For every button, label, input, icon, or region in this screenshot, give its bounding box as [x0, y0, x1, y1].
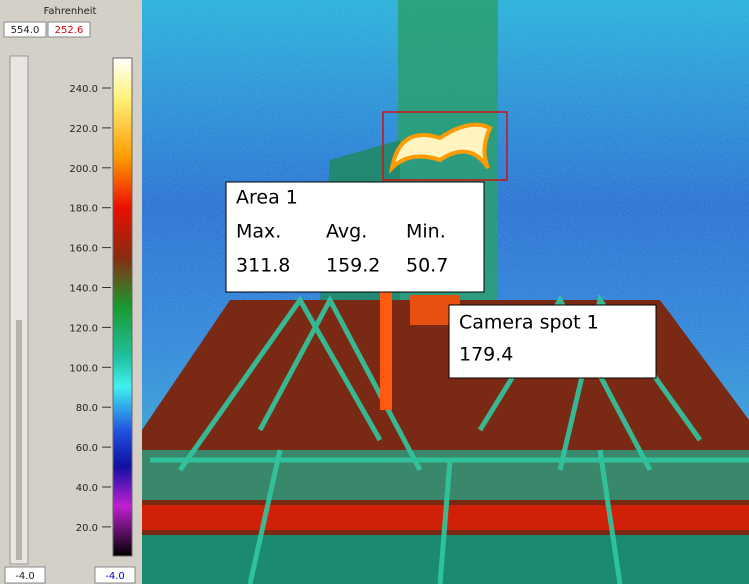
range-slider[interactable]	[9, 55, 29, 565]
current-min[interactable]: -4.0	[105, 571, 125, 582]
min-box	[4, 566, 46, 584]
max-box	[3, 21, 47, 38]
scale-label: 140.0	[69, 284, 98, 295]
area-value: 50.7	[406, 255, 448, 277]
area-label: Area 1	[236, 187, 298, 209]
scale-label: 40.0	[76, 483, 98, 494]
unit-label: Fahrenheit	[44, 6, 97, 17]
min-value: -4.0	[15, 571, 35, 582]
area-value: 159.2	[326, 255, 380, 277]
scale-label: 240.0	[69, 84, 98, 95]
scale-label: 100.0	[69, 363, 98, 374]
scale-label: 220.0	[69, 124, 98, 135]
current-max[interactable]: 252.6	[55, 25, 84, 36]
scale-label: 80.0	[76, 403, 98, 414]
scale-label: 180.0	[69, 204, 98, 215]
scale-label: 160.0	[69, 244, 98, 255]
area-header: Max.	[236, 221, 281, 243]
spot-label: Camera spot 1	[459, 312, 599, 334]
area-1-label-box	[225, 181, 485, 293]
area-header: Avg.	[326, 221, 367, 243]
scale-label: 120.0	[69, 323, 98, 334]
max-value: 554.0	[11, 25, 40, 36]
scale-label: 20.0	[76, 523, 98, 534]
spot-value: 179.4	[459, 344, 513, 366]
color-bar	[112, 57, 133, 557]
slider-thumb[interactable]	[16, 320, 22, 560]
current-max-box	[47, 21, 91, 38]
area-header: Min.	[406, 221, 446, 243]
scale-label: 200.0	[69, 164, 98, 175]
spot-label-box	[448, 304, 657, 379]
area-1-box[interactable]	[382, 111, 508, 181]
area-value: 311.8	[236, 255, 290, 277]
scale-label: 60.0	[76, 443, 98, 454]
current-min-box	[94, 566, 136, 584]
